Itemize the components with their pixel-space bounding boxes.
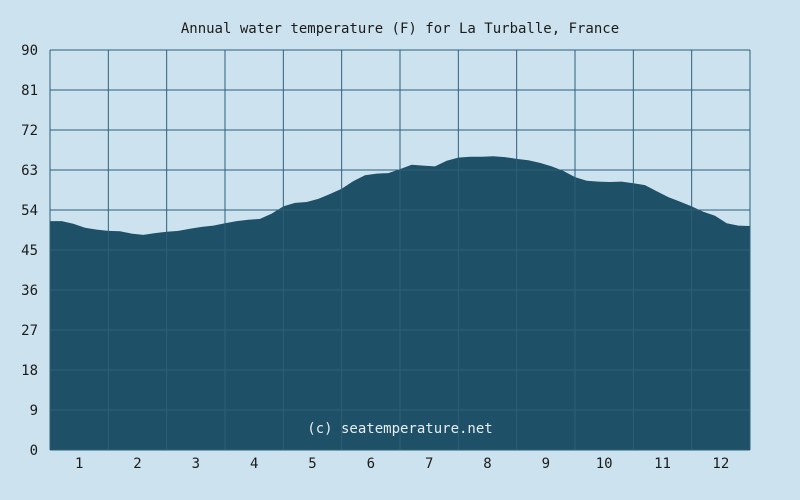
x-tick-label: 10 xyxy=(596,456,613,472)
y-axis: 0 9 18 27 36 45 54 63 72 81 90 xyxy=(21,43,38,459)
x-axis: 1 2 3 4 5 6 7 8 9 10 11 12 xyxy=(75,456,729,472)
y-tick-label: 72 xyxy=(21,123,38,139)
y-tick-label: 45 xyxy=(21,243,38,259)
y-tick-label: 9 xyxy=(30,403,38,419)
x-tick-label: 3 xyxy=(192,456,200,472)
y-tick-label: 18 xyxy=(21,363,38,379)
x-tick-label: 12 xyxy=(712,456,729,472)
x-tick-label: 4 xyxy=(250,456,258,472)
y-tick-label: 27 xyxy=(21,323,38,339)
x-tick-label: 9 xyxy=(542,456,550,472)
y-tick-label: 54 xyxy=(21,203,38,219)
y-tick-label: 36 xyxy=(21,283,38,299)
y-tick-label: 63 xyxy=(21,163,38,179)
x-tick-label: 7 xyxy=(425,456,433,472)
x-tick-label: 6 xyxy=(367,456,375,472)
y-tick-label: 0 xyxy=(30,443,38,459)
x-tick-label: 8 xyxy=(483,456,491,472)
x-tick-label: 5 xyxy=(308,456,316,472)
y-tick-label: 90 xyxy=(21,43,38,59)
x-tick-label: 2 xyxy=(133,456,141,472)
chart-title: Annual water temperature (F) for La Turb… xyxy=(181,21,619,37)
y-tick-label: 81 xyxy=(21,83,38,99)
grid-lines xyxy=(49,49,751,451)
x-tick-label: 11 xyxy=(654,456,671,472)
watermark-text: (c) seatemperature.net xyxy=(307,421,492,437)
x-tick-label: 1 xyxy=(75,456,83,472)
